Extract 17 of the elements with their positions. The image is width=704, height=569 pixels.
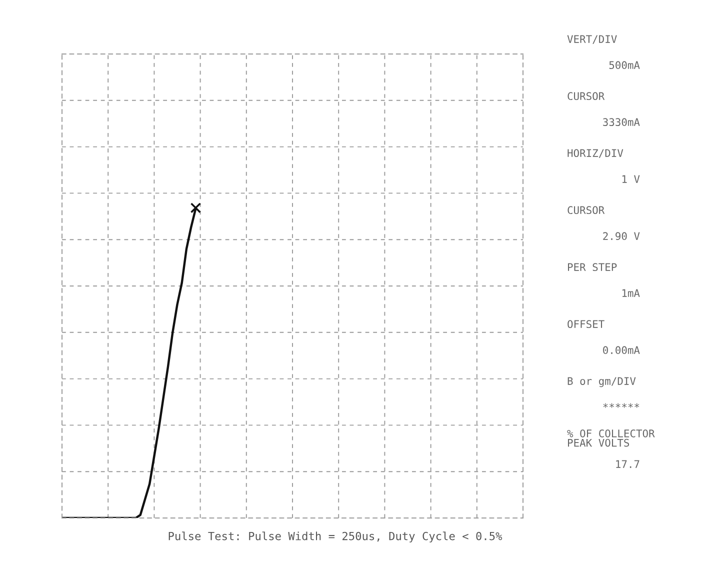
text: 500mA (609, 61, 640, 70)
text: VERT/DIV (567, 35, 617, 44)
text: OFFSET (568, 320, 604, 328)
text: 1mA (622, 289, 640, 297)
text: B or gm/DIV (568, 377, 636, 388)
text: HORIZ/DIV (568, 149, 624, 158)
text: CURSOR (568, 92, 605, 100)
text: 3330mA (603, 118, 640, 126)
text: 1 V (622, 175, 640, 183)
text: % OF COLLECTOR PEAK VOLTS (567, 430, 655, 447)
text: 0.00mA (603, 346, 640, 354)
text: PER STEP (568, 263, 617, 272)
text: CURSOR (568, 206, 605, 214)
text: 2.90 V (603, 232, 640, 240)
text: 17.7 (616, 460, 640, 468)
text: Pulse Test: Pulse Width = 250us, Duty Cycle < 0.5% (168, 532, 502, 542)
text: ****** (603, 403, 640, 408)
